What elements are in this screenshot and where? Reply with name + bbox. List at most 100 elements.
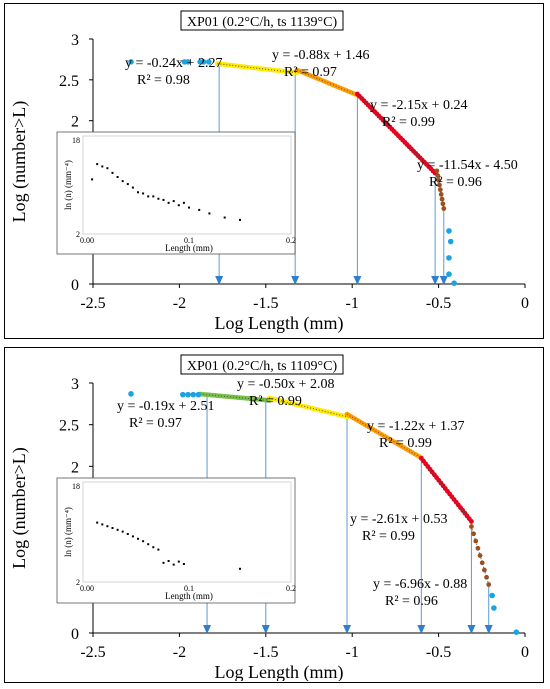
data-point bbox=[469, 524, 474, 529]
breakpoint-arrow bbox=[417, 625, 426, 634]
outlier-point bbox=[446, 255, 452, 261]
inset-data-point bbox=[116, 176, 119, 179]
segment-5-points bbox=[469, 524, 492, 587]
x-axis-title: Log Length (mm) bbox=[215, 313, 344, 334]
inset-data-point bbox=[182, 201, 185, 204]
inset-data-point bbox=[177, 204, 180, 207]
segment-4-r2: R² = 0.96 bbox=[429, 175, 482, 190]
inset-y-axis-title: ln (n) (mm⁻⁴) bbox=[63, 507, 73, 557]
inset-x-tick-label: 0.1 bbox=[184, 236, 194, 245]
breakpoint-arrow bbox=[203, 625, 212, 634]
inset-data-point bbox=[147, 543, 150, 546]
x-tick-label: -1.5 bbox=[253, 295, 278, 312]
breakpoint-arrow bbox=[343, 625, 352, 634]
breakpoint-arrow bbox=[431, 276, 440, 285]
outlier-point bbox=[195, 391, 202, 398]
data-point bbox=[475, 545, 481, 551]
x-tick-label: -2 bbox=[173, 295, 186, 312]
x-tick-label: -1 bbox=[346, 644, 359, 661]
y-tick-label: 2.5 bbox=[59, 73, 79, 90]
segment-3-trendline bbox=[357, 93, 436, 174]
inset-x-tick-label: 0.00 bbox=[80, 584, 94, 593]
breakpoint-arrow bbox=[484, 625, 493, 634]
segment-3-r2: R² = 0.99 bbox=[382, 115, 435, 130]
inset-data-point bbox=[137, 537, 139, 540]
inset-y-axis-title: ln (n) (mm⁻⁴) bbox=[63, 160, 73, 210]
breakpoint-arrow bbox=[291, 276, 300, 285]
inset-data-point bbox=[152, 195, 155, 198]
x-tick-label: 0 bbox=[521, 644, 529, 661]
inset-data-point bbox=[106, 525, 109, 528]
inset-y-tick-label: 2 bbox=[76, 578, 80, 587]
segment-4-r2: R² = 0.99 bbox=[362, 529, 415, 544]
data-point bbox=[441, 206, 447, 211]
breakpoint-arrow bbox=[215, 276, 224, 285]
inset-data-point bbox=[157, 548, 160, 551]
outlier-point bbox=[451, 280, 457, 286]
inset-data-point bbox=[182, 563, 185, 565]
inset-data-point bbox=[172, 200, 175, 203]
inset-data-point bbox=[152, 546, 155, 549]
y-axis-title: Log (number>L) bbox=[9, 101, 30, 223]
segment-2-equation: y = -0.88x + 1.46 bbox=[272, 48, 369, 63]
segment-3-equation: y = -1.22x + 1.37 bbox=[367, 419, 464, 434]
segment-1-r2: R² = 0.97 bbox=[129, 416, 182, 431]
inset-x-tick-label: 0.2 bbox=[286, 236, 296, 245]
segment-4-equation: y = -11.54x - 4.50 bbox=[417, 158, 518, 173]
x-tick-label: -1.5 bbox=[253, 644, 278, 661]
segment-1-equation: y = -0.19x + 2.51 bbox=[117, 399, 214, 414]
segment-2-r2: R² = 0.99 bbox=[249, 394, 302, 409]
outlier-point bbox=[489, 592, 495, 599]
inset-data-point bbox=[167, 560, 170, 562]
outlier-point bbox=[200, 59, 207, 65]
inset-data-point bbox=[126, 533, 129, 535]
y-axis-title: Log (number>L) bbox=[9, 447, 30, 569]
y-tick-label: 0 bbox=[71, 277, 79, 294]
data-point bbox=[437, 187, 443, 193]
inset-data-point bbox=[188, 206, 190, 209]
inset-plot-area bbox=[82, 135, 292, 235]
outlier-point bbox=[185, 391, 191, 398]
breakpoint-arrow bbox=[467, 625, 476, 634]
outlier-point bbox=[128, 391, 134, 397]
inset-y-tick-label: 18 bbox=[72, 482, 80, 491]
inset-data-point bbox=[162, 561, 165, 564]
inset-data-point bbox=[116, 528, 119, 531]
segment-4-points bbox=[418, 455, 474, 524]
data-point bbox=[435, 173, 441, 178]
inset-plot-area bbox=[82, 481, 292, 583]
breakpoint-arrow bbox=[439, 276, 448, 285]
inset-data-point bbox=[96, 521, 99, 524]
inset-x-tick-label: 0.2 bbox=[286, 584, 296, 593]
inset-data-point bbox=[167, 201, 170, 204]
chart-title-box bbox=[180, 354, 344, 375]
y-tick-label: 2.5 bbox=[59, 418, 79, 435]
inset-data-point bbox=[142, 192, 145, 195]
y-tick-label: 0 bbox=[71, 626, 79, 643]
outlier-point bbox=[180, 391, 186, 398]
outlier-point bbox=[190, 391, 197, 398]
segment-5-equation: y = -6.96x - 0.88 bbox=[373, 577, 467, 592]
inset-data-point bbox=[223, 216, 226, 219]
inset-data-point bbox=[126, 183, 129, 186]
segment-1-trendline bbox=[200, 393, 270, 401]
data-point bbox=[437, 182, 442, 188]
inset-data-point bbox=[147, 195, 150, 198]
segment-4-points bbox=[434, 168, 447, 211]
x-tick-label: 0 bbox=[521, 295, 529, 312]
inset-x-tick-label: 0.00 bbox=[80, 236, 94, 245]
inset-data-point bbox=[239, 218, 241, 221]
inset-data-point bbox=[121, 180, 124, 183]
x-tick-label: -1 bbox=[346, 295, 359, 312]
inset-y-tick-label: 18 bbox=[72, 136, 80, 145]
x-tick-label: -2.5 bbox=[80, 644, 105, 661]
chart-title-box bbox=[180, 10, 344, 31]
segment-2-r2: R² = 0.97 bbox=[284, 65, 337, 80]
outlier-point bbox=[513, 629, 520, 635]
inset-data-point bbox=[96, 163, 99, 166]
inset-data-point bbox=[208, 212, 211, 215]
segment-5-r2: R² = 0.96 bbox=[385, 594, 438, 609]
